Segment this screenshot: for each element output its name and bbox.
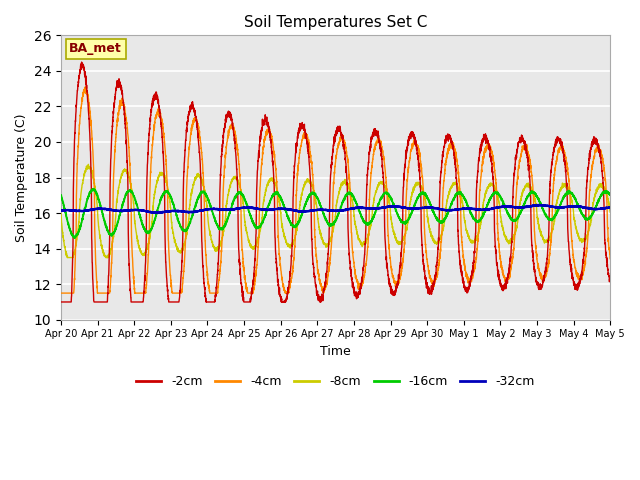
Y-axis label: Soil Temperature (C): Soil Temperature (C)	[15, 113, 28, 242]
Legend: -2cm, -4cm, -8cm, -16cm, -32cm: -2cm, -4cm, -8cm, -16cm, -32cm	[131, 370, 540, 393]
Text: BA_met: BA_met	[69, 42, 122, 55]
Title: Soil Temperatures Set C: Soil Temperatures Set C	[244, 15, 428, 30]
X-axis label: Time: Time	[320, 345, 351, 358]
